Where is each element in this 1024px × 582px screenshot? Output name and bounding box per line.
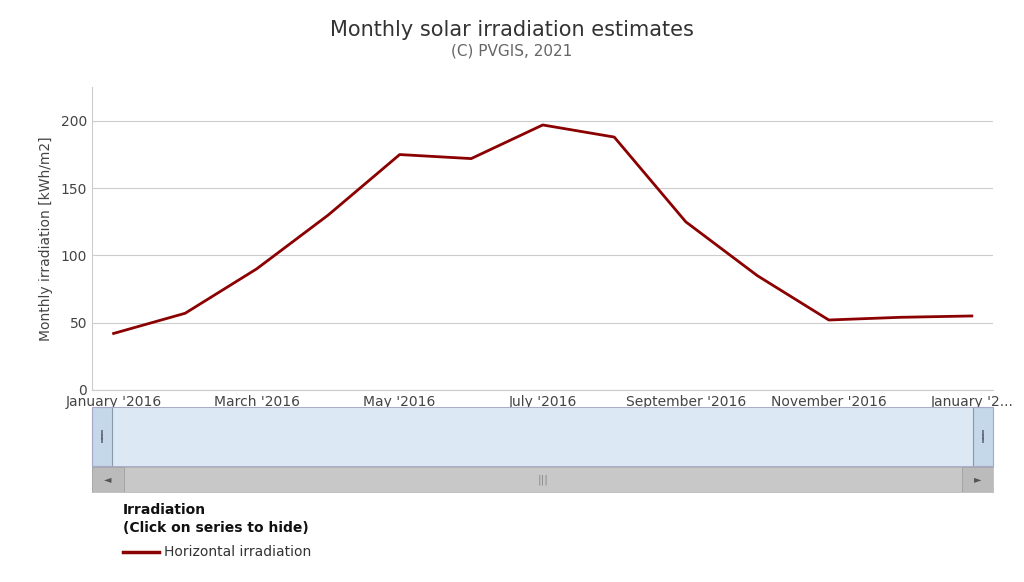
Text: |||: ||| [538,474,548,485]
Text: Irradiation: Irradiation [123,503,206,517]
Text: ◄: ◄ [104,474,112,485]
Bar [973,407,993,466]
Text: ►: ► [974,474,981,485]
Text: Monthly solar irradiation estimates: Monthly solar irradiation estimates [330,20,694,40]
Y-axis label: Monthly irradiation [kWh/m2]: Monthly irradiation [kWh/m2] [39,136,52,341]
Bar [92,467,124,492]
Bar [92,407,113,466]
Bar [962,467,993,492]
Text: Horizontal irradiation: Horizontal irradiation [164,545,311,559]
Text: (C) PVGIS, 2021: (C) PVGIS, 2021 [452,44,572,59]
Text: (Click on series to hide): (Click on series to hide) [123,521,308,535]
